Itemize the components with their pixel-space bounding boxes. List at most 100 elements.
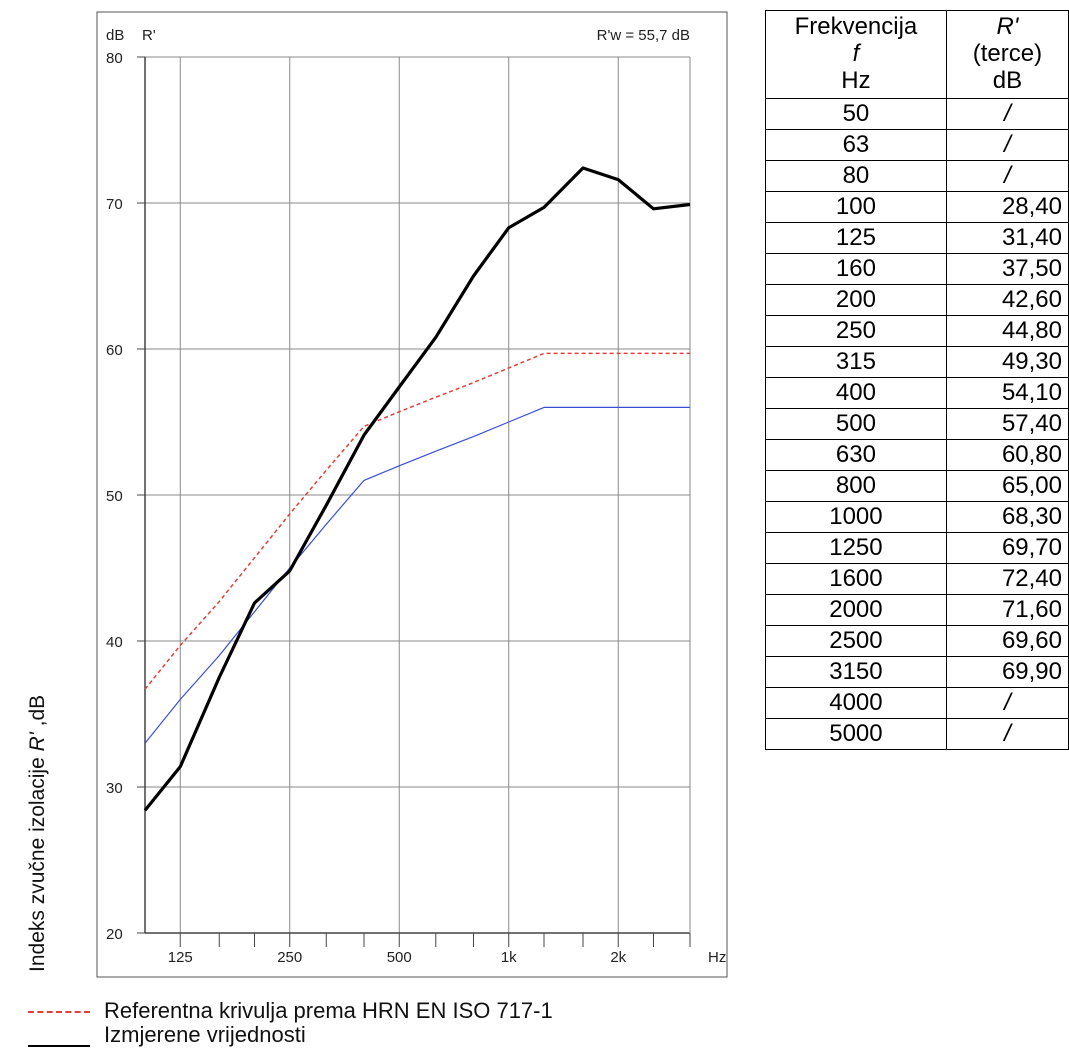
cell-r-value: /: [945, 160, 1069, 192]
y-tick-label: 30: [106, 780, 123, 797]
x-unit-label: Hz: [708, 949, 726, 966]
y-name-label: R': [142, 27, 156, 44]
header-frequency-symbol: f: [852, 40, 860, 67]
header-frequency: Frekvencija f Hz: [765, 10, 947, 99]
header-r: R' (terce) dB: [945, 10, 1069, 99]
reference-curve-line: [144, 352, 690, 690]
x-tick-label: 1k: [501, 949, 517, 966]
table-row: 160 37,50: [765, 253, 1069, 285]
header-r-note: (terce): [972, 40, 1043, 67]
y-axis-label-symbol: R': [26, 731, 49, 751]
y-axis-label: Indeks zvučne izolacije R' ,dB: [26, 695, 49, 972]
table-row: 500 57,40: [765, 408, 1069, 440]
x-tick-label: 125: [168, 949, 193, 966]
cell-frequency: 630: [765, 439, 947, 471]
cell-r-value: 68,30: [945, 501, 1069, 533]
y-axis-label-prefix: Indeks zvučne izolacije: [26, 751, 49, 972]
table-row: 63/: [765, 129, 1069, 161]
y-tick-label: 50: [106, 488, 123, 505]
shifted-reference-line: [144, 406, 690, 744]
cell-frequency: 160: [765, 253, 947, 285]
table-header-row: Frekvencija f Hz R' (terce) dB: [765, 10, 1069, 99]
cell-r-value: /: [945, 718, 1069, 750]
y-tick-label: 40: [106, 634, 123, 651]
cell-frequency: 500: [765, 408, 947, 440]
header-frequency-title: Frekvencija: [794, 13, 918, 40]
table-row: 1000 68,30: [765, 501, 1069, 533]
cell-frequency: 4000: [765, 687, 947, 719]
table-row: 800 65,00: [765, 470, 1069, 502]
series: [143, 166, 691, 812]
table-row: 400 54,10: [765, 377, 1069, 409]
cell-frequency: 200: [765, 284, 947, 316]
legend-reference-label: Referentna krivulja prema HRN EN ISO 717…: [104, 998, 553, 1023]
cell-frequency: 63: [765, 129, 947, 161]
table-row: 630 60,80: [765, 439, 1069, 471]
cell-r-value: 71,60: [945, 594, 1069, 626]
table-body: 50/63/80/100 28,40 125 31,40 160 37,50 200 42,6…: [765, 98, 1069, 750]
cell-r-value: 69,90: [945, 656, 1069, 688]
cell-frequency: 1600: [765, 563, 947, 595]
cell-frequency: 400: [765, 377, 947, 409]
cell-r-value: 57,40: [945, 408, 1069, 440]
y-ticks: 20 30 40 50 60 70 80: [106, 50, 145, 943]
cell-r-value: 44,80: [945, 315, 1069, 347]
cell-r-value: /: [945, 98, 1069, 130]
cell-r-value: 60,80: [945, 439, 1069, 471]
grid: [144, 56, 691, 934]
cell-r-value: /: [945, 687, 1069, 719]
legend-measured-label: Izmjerene vrijednosti: [104, 1022, 306, 1047]
cell-r-value: 69,70: [945, 532, 1069, 564]
legend-reference-swatch: [28, 1011, 90, 1014]
cell-frequency: 100: [765, 191, 947, 223]
header-r-unit: dB: [992, 67, 1023, 94]
cell-frequency: 125: [765, 222, 947, 254]
table-row: 200 42,60: [765, 284, 1069, 316]
x-ticks: 125 250 500 1k 2k: [168, 933, 691, 966]
cell-frequency: 50: [765, 98, 947, 130]
header-frequency-unit: Hz: [841, 67, 871, 94]
cell-frequency: 315: [765, 346, 947, 378]
cell-frequency: 1250: [765, 532, 947, 564]
rw-annotation: R'w = 55,7 dB: [597, 27, 690, 44]
table-row: 250 44,80: [765, 315, 1069, 347]
table-row: 1250 69,70: [765, 532, 1069, 564]
x-tick-label: 2k: [610, 949, 626, 966]
table-row: 80/: [765, 160, 1069, 192]
table-row: 100 28,40: [765, 191, 1069, 223]
table-row: 2000 71,60: [765, 594, 1069, 626]
cell-r-value: 42,60: [945, 284, 1069, 316]
frequency-table: Frekvencija f Hz R' (terce) dB 50/63/80/…: [765, 10, 1069, 750]
table-row: 1600 72,40: [765, 563, 1069, 595]
y-tick-label: 20: [106, 926, 123, 943]
table-row: 50/: [765, 98, 1069, 130]
sound-insulation-chart: dB R' R'w = 55,7 dB 20 30 40 50 60 70 80 125 25…: [26, 11, 728, 978]
cell-frequency: 2500: [765, 625, 947, 657]
y-tick-label: 80: [106, 50, 123, 67]
legend-measured-swatch: [28, 1045, 90, 1048]
cell-frequency: 2000: [765, 594, 947, 626]
table-row: 4000/: [765, 687, 1069, 719]
cell-r-value: 31,40: [945, 222, 1069, 254]
cell-r-value: 65,00: [945, 470, 1069, 502]
x-tick-label: 500: [387, 949, 412, 966]
cell-frequency: 800: [765, 470, 947, 502]
y-tick-label: 60: [106, 342, 123, 359]
cell-r-value: /: [945, 129, 1069, 161]
table-row: 125 31,40: [765, 222, 1069, 254]
legend-measured: Izmjerene vrijednosti: [28, 1022, 306, 1048]
legend-reference: Referentna krivulja prema HRN EN ISO 717…: [28, 998, 553, 1024]
cell-r-value: 28,40: [945, 191, 1069, 223]
cell-frequency: 1000: [765, 501, 947, 533]
y-unit-label: dB: [106, 27, 124, 44]
table-row: 3150 69,90: [765, 656, 1069, 688]
cell-frequency: 5000: [765, 718, 947, 750]
y-axis-label-suffix: ,dB: [26, 695, 49, 732]
table-row: 5000/: [765, 718, 1069, 750]
cell-r-value: 69,60: [945, 625, 1069, 657]
cell-frequency: 250: [765, 315, 947, 347]
table-row: 315 49,30: [765, 346, 1069, 378]
x-tick-label: 250: [277, 949, 302, 966]
cell-frequency: 3150: [765, 656, 947, 688]
cell-r-value: 54,10: [945, 377, 1069, 409]
